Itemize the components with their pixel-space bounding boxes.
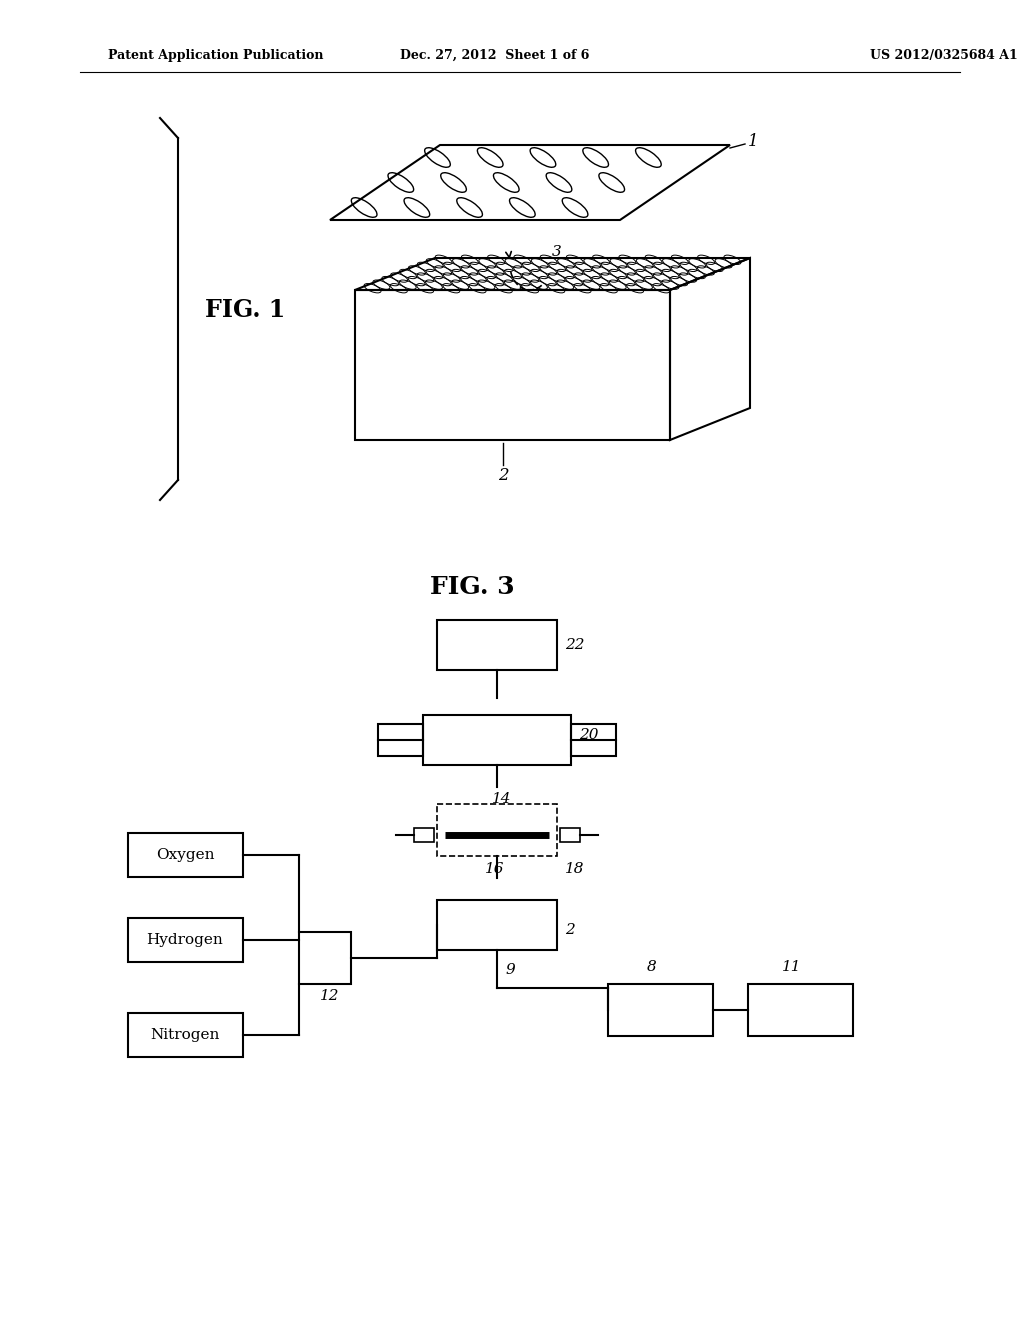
Text: FIG. 3: FIG. 3 [430, 576, 515, 599]
Text: 11: 11 [782, 960, 802, 974]
Text: 20: 20 [579, 729, 598, 742]
Text: 9: 9 [505, 964, 515, 977]
Text: 14: 14 [492, 792, 512, 807]
Text: Dec. 27, 2012  Sheet 1 of 6: Dec. 27, 2012 Sheet 1 of 6 [400, 49, 590, 62]
Text: 18: 18 [565, 862, 585, 876]
Text: 22: 22 [565, 638, 585, 652]
Text: Oxygen: Oxygen [156, 847, 214, 862]
Text: Nitrogen: Nitrogen [151, 1028, 220, 1041]
Text: 12: 12 [321, 989, 340, 1003]
Text: 16: 16 [485, 862, 505, 876]
Text: Patent Application Publication: Patent Application Publication [108, 49, 324, 62]
Text: 2: 2 [565, 923, 574, 937]
Text: US 2012/0325684 A1: US 2012/0325684 A1 [870, 49, 1018, 62]
Text: Hydrogen: Hydrogen [146, 933, 223, 946]
Text: 3: 3 [552, 246, 562, 259]
Text: FIG. 1: FIG. 1 [205, 298, 286, 322]
Text: 1: 1 [748, 133, 759, 150]
Text: 2: 2 [498, 466, 508, 483]
Text: 8: 8 [647, 960, 656, 974]
